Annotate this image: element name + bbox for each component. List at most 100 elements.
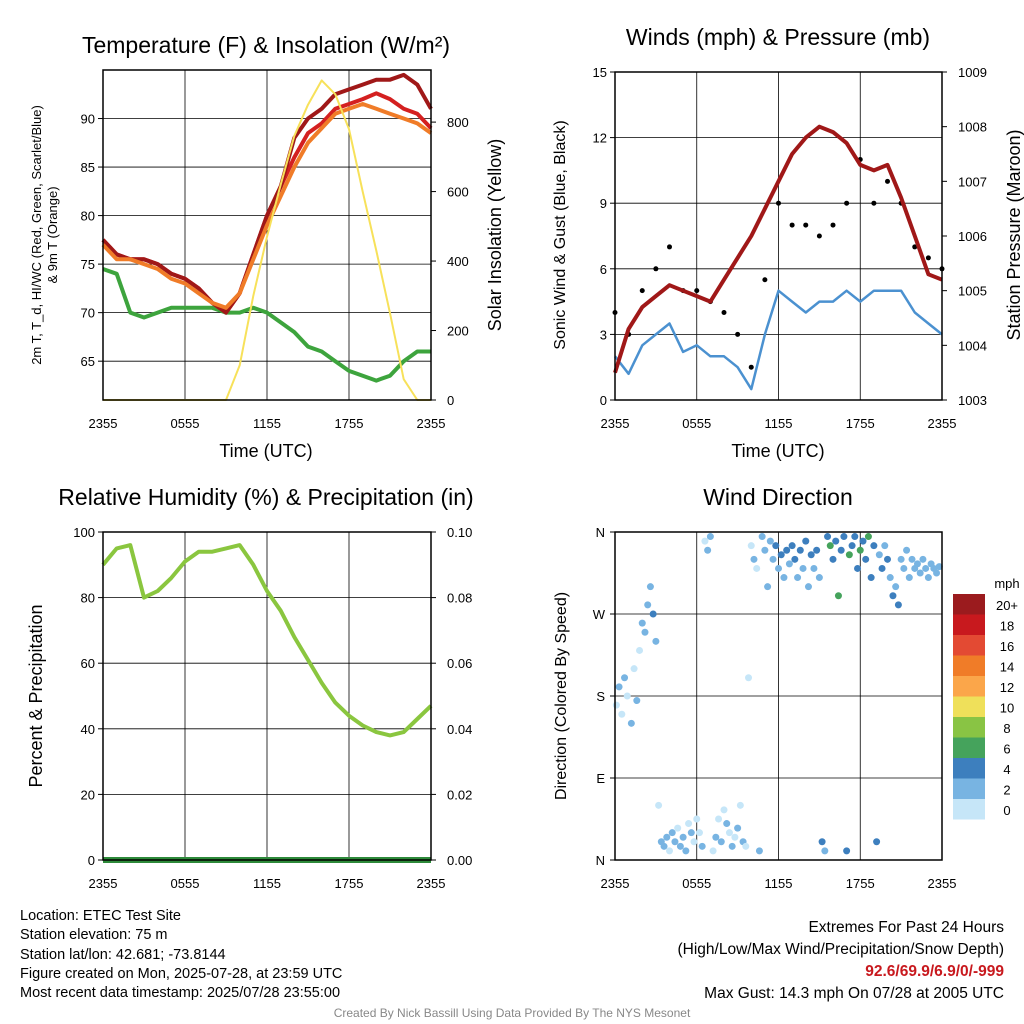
gust-point <box>885 178 890 184</box>
direction-point <box>764 583 772 591</box>
direction-point <box>695 829 703 837</box>
y2-tick-label: 600 <box>447 185 469 200</box>
direction-point <box>894 601 902 609</box>
direction-point <box>813 546 821 554</box>
direction-point <box>660 842 668 850</box>
x-tick-label: 2355 <box>601 876 630 891</box>
direction-point <box>701 537 709 545</box>
direction-point <box>623 692 631 700</box>
y-tick-label: 85 <box>81 160 95 175</box>
legend-swatch <box>953 594 985 615</box>
y-tick-label: W <box>593 607 606 622</box>
y2-tick-label: 1009 <box>958 65 987 80</box>
direction-point <box>913 560 921 568</box>
y2-tick-label: 800 <box>447 115 469 130</box>
y-tick-label: 12 <box>593 131 607 146</box>
gust-point <box>667 244 672 250</box>
y2-tick-label: 1006 <box>958 229 987 244</box>
direction-point <box>864 533 872 541</box>
direction-point <box>834 592 842 600</box>
temperature-y-axis-label: 2m T, T_d, HI/WC (Red, Green, Scarlet/Bl… <box>29 105 60 365</box>
legend-swatch <box>953 614 985 635</box>
direction-point <box>859 537 867 545</box>
legend-label: 0 <box>1003 803 1010 818</box>
legend-label: 16 <box>1000 639 1014 654</box>
extremes-values: 92.6/69.9/6.9/0/-999 <box>865 963 1004 980</box>
y-tick-label: 9 <box>600 196 607 211</box>
y2-tick-label: 1007 <box>958 174 987 189</box>
legend-swatch <box>953 635 985 656</box>
direction-point <box>783 546 791 554</box>
temperature-panel: Temperature (F) & Insolation (W/m²) 2m T… <box>29 32 505 461</box>
direction-point <box>832 537 840 545</box>
direction-point <box>644 601 652 609</box>
legend-swatch <box>953 737 985 758</box>
location-text: Location: ETEC Test Site <box>20 908 181 924</box>
direction-point <box>815 574 823 582</box>
insolation-y2-label: Solar Insolation (Yellow) <box>485 139 505 331</box>
x-tick-label: 2355 <box>928 416 957 431</box>
legend-label: 20+ <box>996 598 1018 613</box>
y2-tick-label: 0.06 <box>447 656 472 671</box>
y-tick-label: 0 <box>88 853 95 868</box>
wind-direction-gridlines <box>615 532 942 860</box>
direction-point <box>903 546 911 554</box>
direction-point <box>682 847 690 855</box>
legend-label: 14 <box>1000 660 1014 675</box>
temperature-y-label-line2: & 9m T (Orange) <box>45 186 60 283</box>
direction-point <box>663 833 671 841</box>
direction-point <box>851 533 859 541</box>
direction-point <box>646 583 654 591</box>
winds-panel: Winds (mph) & Pressure (mb) Sonic Wind &… <box>552 24 1024 461</box>
gust-point <box>762 277 768 283</box>
direction-point <box>772 542 780 550</box>
direction-point <box>668 829 676 837</box>
series-line-dewpoint <box>102 267 431 383</box>
y2-tick-label: 1003 <box>958 393 987 408</box>
direction-point <box>627 719 635 727</box>
temperature-y-label-line1: 2m T, T_d, HI/WC (Red, Green, Scarlet/Bl… <box>29 105 44 365</box>
direction-point <box>649 610 657 618</box>
pressure-y2-label: Station Pressure (Maroon) <box>1004 129 1024 340</box>
direction-point <box>935 563 943 571</box>
y-tick-label: 80 <box>81 209 95 224</box>
direction-point <box>785 560 793 568</box>
direction-point <box>728 842 736 850</box>
direction-point <box>750 555 758 563</box>
direction-point <box>676 842 684 850</box>
series-line-pressure <box>613 124 943 374</box>
direction-point <box>655 801 663 809</box>
y-tick-label: 0 <box>600 393 607 408</box>
legend-swatch <box>953 758 985 779</box>
temperature-tick-labels: 2355 0555 1155 1755 2355 65 70 75 80 85 90 0 200 400 6… <box>81 112 469 431</box>
direction-point <box>897 555 905 563</box>
direction-point <box>758 533 766 541</box>
y-tick-label: 100 <box>73 525 95 540</box>
direction-point <box>818 838 826 846</box>
direction-point <box>641 628 649 636</box>
direction-point <box>615 683 623 691</box>
y2-tick-label: 1005 <box>958 284 987 299</box>
direction-point <box>766 537 774 545</box>
y-tick-label: 15 <box>593 65 607 80</box>
direction-point <box>826 542 834 550</box>
direction-point <box>636 646 644 654</box>
elevation-text: Station elevation: 75 m <box>20 927 168 944</box>
series-line-hi_wc <box>101 72 433 315</box>
series-line-rh <box>101 543 433 738</box>
series-line-t9m <box>101 102 433 310</box>
series-line-wind <box>614 289 943 391</box>
temperature-chart-title: Temperature (F) & Insolation (W/m²) <box>82 32 450 58</box>
direction-point <box>666 847 673 855</box>
credit-text: Created By Nick Bassill Using Data Provi… <box>333 1006 691 1020</box>
humidity-chart-title: Relative Humidity (%) & Precipitation (i… <box>58 484 473 510</box>
y-tick-label: 65 <box>81 354 95 369</box>
direction-point <box>715 815 723 823</box>
x-tick-label: 1755 <box>846 876 875 891</box>
direction-point <box>924 574 932 582</box>
direction-point <box>693 815 701 823</box>
y-tick-label: 80 <box>81 591 95 606</box>
direction-point <box>788 542 796 550</box>
direction-point <box>908 555 916 563</box>
x-tick-label: 0555 <box>682 416 711 431</box>
